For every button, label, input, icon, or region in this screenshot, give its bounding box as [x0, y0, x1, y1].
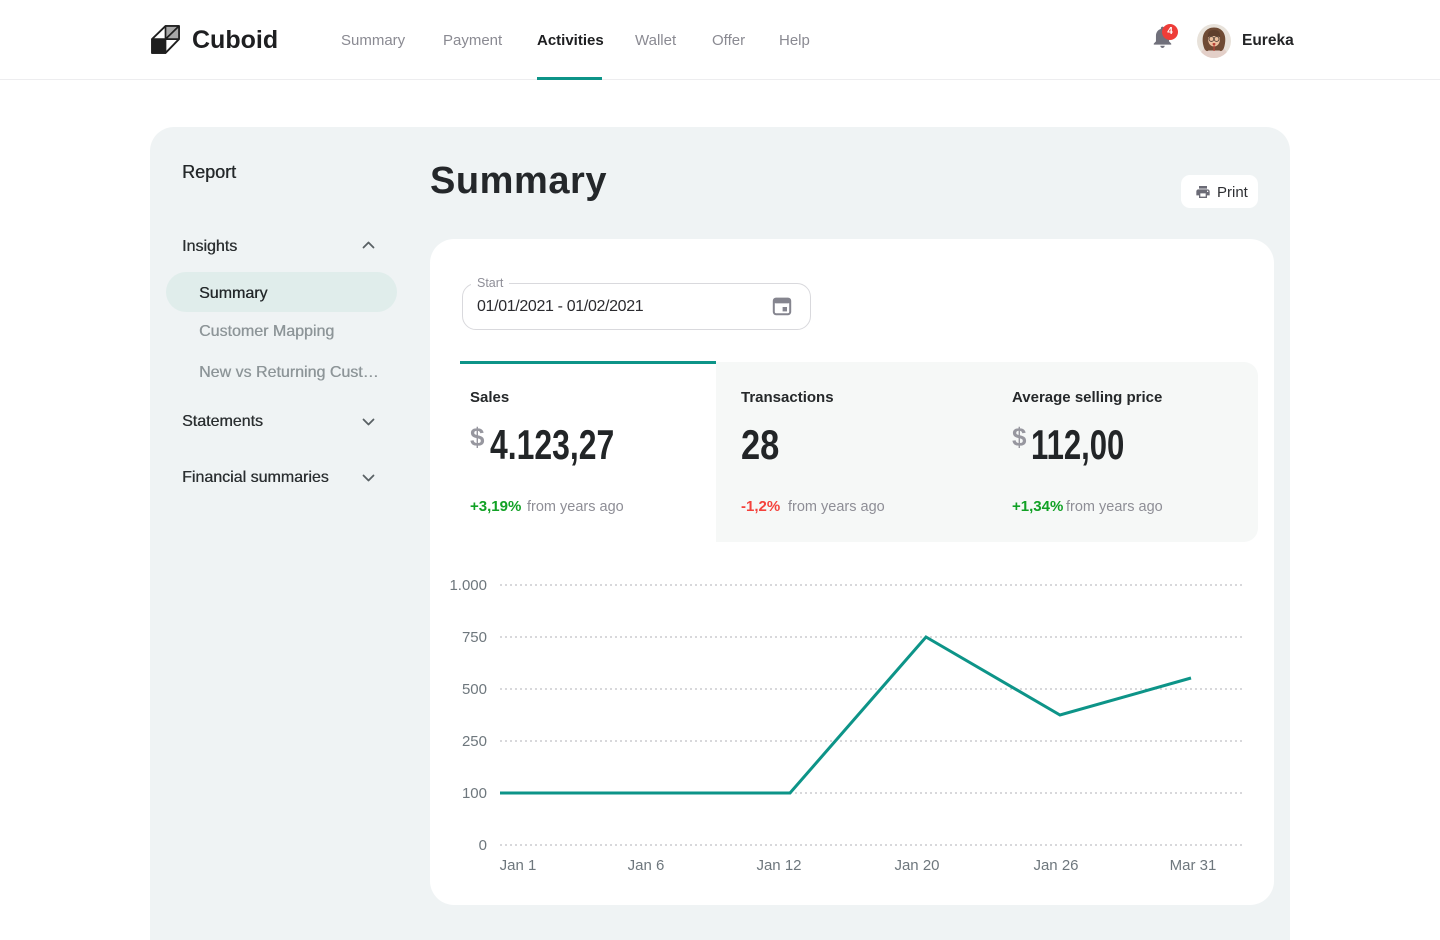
- svg-text:750: 750: [462, 629, 487, 646]
- svg-text:250: 250: [462, 733, 487, 750]
- svg-text:Jan 26: Jan 26: [1033, 857, 1078, 874]
- svg-text:500: 500: [462, 681, 487, 698]
- svg-text:Jan 12: Jan 12: [756, 857, 801, 874]
- svg-text:Jan 20: Jan 20: [894, 857, 939, 874]
- svg-text:1.000: 1.000: [449, 577, 487, 594]
- svg-text:Jan 1: Jan 1: [500, 857, 537, 874]
- svg-text:Jan 6: Jan 6: [628, 857, 665, 874]
- svg-text:0: 0: [479, 837, 487, 854]
- svg-text:Mar 31: Mar 31: [1170, 857, 1217, 874]
- svg-text:100: 100: [462, 785, 487, 802]
